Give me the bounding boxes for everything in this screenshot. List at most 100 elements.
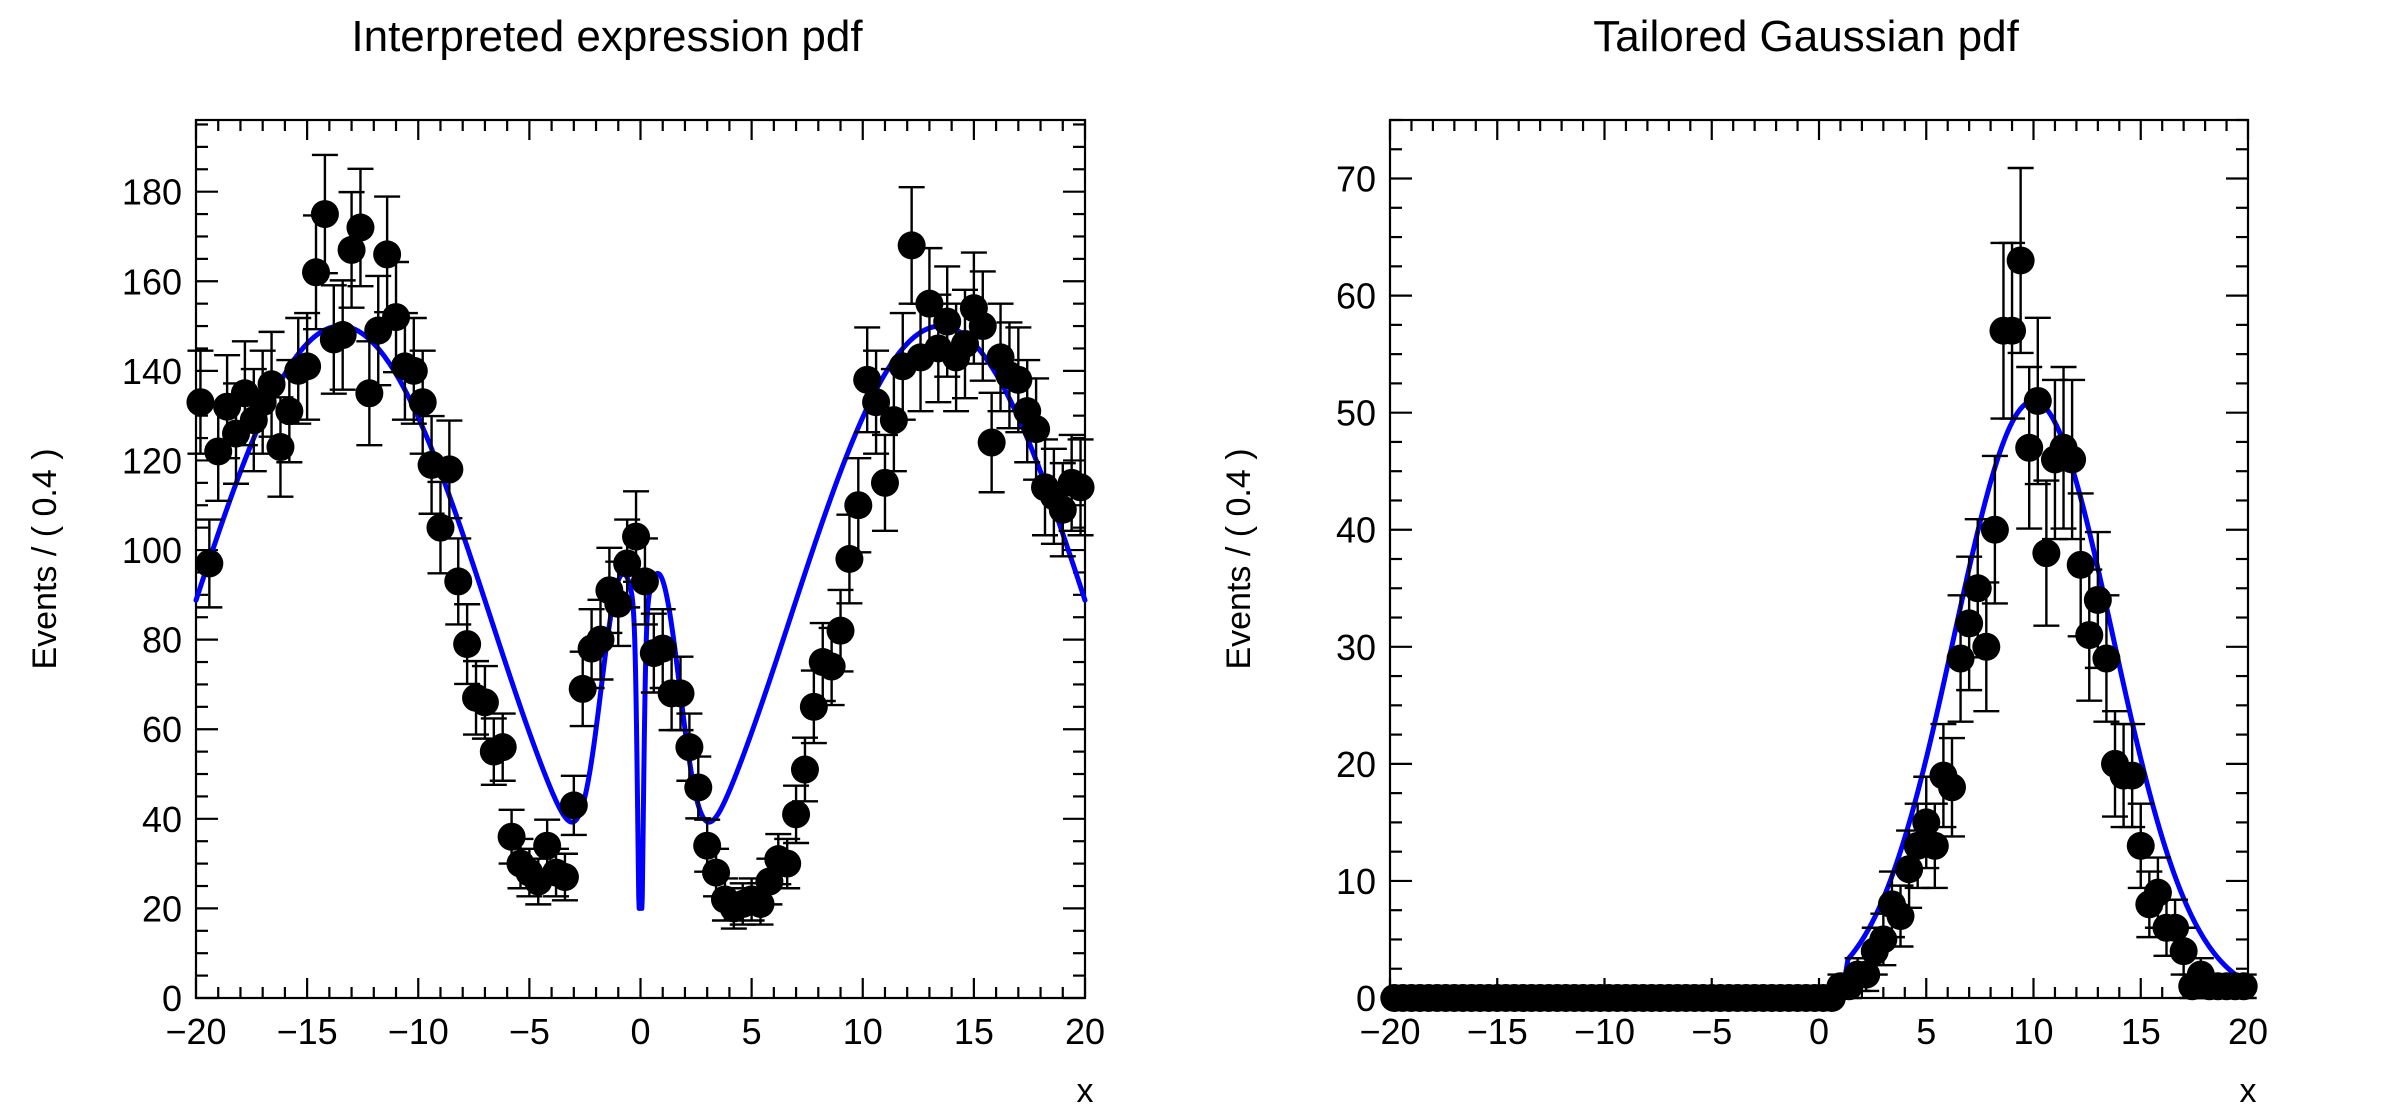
y-tick-label: 60 <box>142 709 182 750</box>
data-point-marker <box>1048 495 1077 524</box>
data-point-marker <box>826 616 855 645</box>
data-point-marker <box>2143 878 2172 907</box>
data-point-marker <box>346 213 375 242</box>
y-tick-label: 70 <box>1336 159 1376 200</box>
data-point-marker <box>257 370 286 399</box>
panel-title-right: Tailored Gaussian pdf <box>1593 12 2019 61</box>
y-tick-label: 0 <box>162 978 182 1019</box>
data-point-marker <box>488 733 517 762</box>
x-tick-label: 15 <box>2121 1011 2161 1052</box>
x-tick-label: −10 <box>1574 1011 1635 1052</box>
x-tick-label: −20 <box>1359 1011 1420 1052</box>
x-tick-label: 5 <box>742 1011 762 1052</box>
data-point-marker <box>382 303 411 332</box>
data-point-marker <box>1955 609 1984 638</box>
data-point-marker <box>559 791 588 820</box>
plot-frame <box>1388 118 2250 1000</box>
y-tick-label: 20 <box>142 888 182 929</box>
data-point-marker <box>1852 960 1881 989</box>
x-tick-label: −10 <box>388 1011 449 1052</box>
plot-area-right: −20 −15 −10 −5 0 5 10 15 20 0 10 20 30 40 50 60 70 Events… <box>1220 118 2268 1110</box>
data-point-marker <box>373 240 402 269</box>
data-point-marker <box>2023 386 2052 415</box>
data-points-group <box>1380 166 2258 1012</box>
x-tick-label: 0 <box>1809 1011 1829 1052</box>
data-point-marker <box>2006 246 2035 275</box>
data-point-marker <box>328 321 357 350</box>
x-tick-label: 0 <box>630 1011 650 1052</box>
y-axis-title: Events / ( 0.4 ) <box>26 448 64 669</box>
x-tick-label: −15 <box>277 1011 338 1052</box>
data-point-marker <box>2092 644 2121 673</box>
data-point-marker <box>604 589 633 618</box>
data-point-marker <box>1998 316 2027 345</box>
fit-curve <box>1387 398 2251 1001</box>
data-point-marker <box>470 688 499 717</box>
data-point-marker <box>266 433 295 462</box>
data-point-marker <box>2118 761 2147 790</box>
data-point-marker <box>817 652 846 681</box>
data-point-marker <box>693 831 722 860</box>
y-tick-label: 60 <box>1336 276 1376 317</box>
data-point-marker <box>897 231 926 260</box>
data-point-marker <box>586 625 615 654</box>
data-point-marker <box>408 388 437 417</box>
data-point-marker <box>773 849 802 878</box>
y-tick-label: 140 <box>122 351 182 392</box>
y-tick-label: 50 <box>1336 393 1376 434</box>
data-point-marker <box>444 567 473 596</box>
data-point-marker <box>1937 773 1966 802</box>
data-point-marker <box>630 567 659 596</box>
x-tick-label: −5 <box>1691 1011 1732 1052</box>
x-tick-label: 20 <box>1065 1011 1105 1052</box>
x-tick-label: −5 <box>509 1011 550 1052</box>
x-tick-label: −15 <box>1467 1011 1528 1052</box>
data-point-marker <box>2161 913 2190 942</box>
plot-area-left: −20 −15 −10 −5 0 5 10 15 20 0 20 40 60 80 100 120 140 160… <box>26 118 1105 1110</box>
data-point-marker <box>568 674 597 703</box>
data-point-marker <box>302 258 331 287</box>
plot-panel-interpreted-expression: Interpreted expression pdf −20 −15 −10 −5 0 5… <box>26 12 1105 1110</box>
y-tick-label: 10 <box>1336 861 1376 902</box>
data-point-marker <box>337 235 366 264</box>
x-tick-label: 10 <box>2013 1011 2053 1052</box>
x-axis-title: x <box>2240 1072 2257 1110</box>
y-tick-label: 180 <box>122 172 182 213</box>
plot-panel-tailored-gaussian: Tailored Gaussian pdf −20 −15 −10 −5 0 5 10 15 2… <box>1194 0 2388 1116</box>
y-tick-label: 20 <box>1336 744 1376 785</box>
fit-curve <box>193 323 1088 911</box>
x-tick-label: 5 <box>1916 1011 1936 1052</box>
y-tick-label: 120 <box>122 440 182 481</box>
data-point-marker <box>862 388 891 417</box>
data-point-marker <box>968 312 997 341</box>
data-point-marker <box>453 630 482 659</box>
y-axis-title: Events / ( 0.4 ) <box>1220 448 1258 669</box>
data-point-marker <box>195 549 224 578</box>
data-point-marker <box>915 289 944 318</box>
data-point-marker <box>2032 539 2061 568</box>
data-point-marker <box>790 755 819 784</box>
data-point-marker <box>950 329 979 358</box>
data-point-marker <box>1022 415 1051 444</box>
y-tick-label: 40 <box>142 799 182 840</box>
data-point-marker <box>1004 365 1033 394</box>
y-tick-label: 80 <box>142 620 182 661</box>
data-point-marker <box>977 428 1006 457</box>
data-point-marker <box>435 455 464 484</box>
data-point-marker <box>2015 433 2044 462</box>
data-point-marker <box>879 406 908 435</box>
data-points-group <box>186 153 1095 930</box>
data-point-marker <box>2066 550 2095 579</box>
data-point-marker <box>1946 644 1975 673</box>
data-point-marker <box>2126 831 2155 860</box>
data-point-marker <box>550 863 579 892</box>
y-tick-label: 30 <box>1336 627 1376 668</box>
data-point-marker <box>933 307 962 336</box>
data-point-marker <box>310 200 339 229</box>
data-point-marker <box>293 352 322 381</box>
data-point-marker <box>1980 515 2009 544</box>
data-point-marker <box>2083 585 2112 614</box>
panel-title-left: Interpreted expression pdf <box>351 12 863 61</box>
y-tick-label: 40 <box>1336 510 1376 551</box>
